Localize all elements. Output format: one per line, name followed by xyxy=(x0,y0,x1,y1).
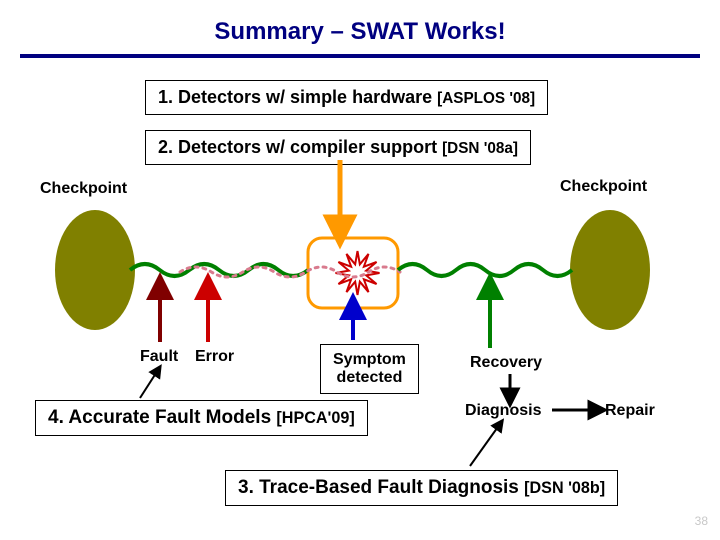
item-2-box: 2. Detectors w/ compiler support [DSN '0… xyxy=(145,130,531,165)
item-4-ref: [HPCA'09] xyxy=(276,409,354,427)
item-2-ref: [DSN '08a] xyxy=(442,140,518,157)
fault-label: Fault xyxy=(140,348,178,366)
error-label: Error xyxy=(195,348,234,366)
item-3-ref: [DSN '08b] xyxy=(524,479,605,497)
symptom-line2: detected xyxy=(337,369,403,386)
item-2-text: 2. Detectors w/ compiler support xyxy=(158,137,442,157)
item-4-text: 4. Accurate Fault Models xyxy=(48,407,276,428)
symptom-box: Symptom detected xyxy=(320,344,419,394)
title-text: Summary – SWAT Works! xyxy=(214,18,505,45)
checkpoint-right-label: Checkpoint xyxy=(560,178,647,196)
title-underline xyxy=(20,54,700,58)
diagnosis-label: Diagnosis xyxy=(465,402,541,420)
slide-title: Summary – SWAT Works! xyxy=(0,0,720,54)
item-1-box: 1. Detectors w/ simple hardware [ASPLOS … xyxy=(145,80,548,115)
item-1-ref: [ASPLOS '08] xyxy=(437,90,535,107)
item-4-box: 4. Accurate Fault Models [HPCA'09] xyxy=(35,400,368,436)
symptom-line1: Symptom xyxy=(333,351,406,368)
item-3-text: 3. Trace-Based Fault Diagnosis xyxy=(238,477,524,498)
item-3-box: 3. Trace-Based Fault Diagnosis [DSN '08b… xyxy=(225,470,618,506)
repair-label: Repair xyxy=(605,402,655,420)
recovery-label: Recovery xyxy=(470,354,542,372)
slide-number: 38 xyxy=(695,514,708,528)
item-1-text: 1. Detectors w/ simple hardware xyxy=(158,87,437,107)
checkpoint-left-label: Checkpoint xyxy=(40,180,127,198)
